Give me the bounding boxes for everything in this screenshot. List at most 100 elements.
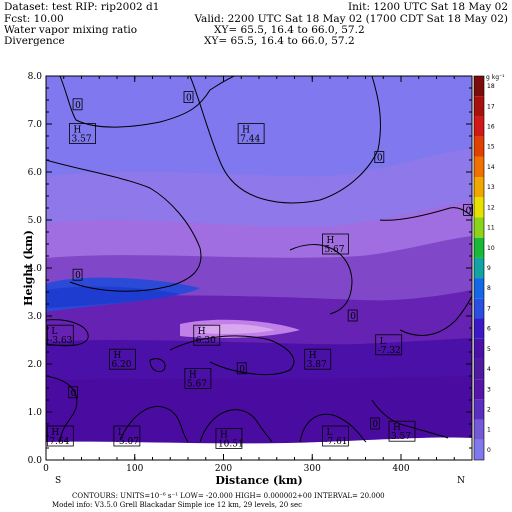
zero-label-box (236, 362, 247, 375)
contour-line-2 (189, 76, 381, 204)
y-axis-title: Height (km) (22, 230, 35, 306)
extremum-H-2: H5.67 (322, 233, 349, 255)
contour-line-3 (46, 159, 202, 292)
extremum-kind: L (51, 327, 57, 337)
zero-label-text: 0 (372, 420, 378, 430)
contour-line-10 (119, 405, 189, 443)
extrema-annotations: H3.57H7.44H5.67L-3.63H6.30H6.20H5.67H3.8… (46, 123, 416, 449)
colorbar-unit: g kg⁻¹ (486, 74, 505, 81)
extremum-value: 6.30 (196, 336, 216, 346)
extremum-H-5: H6.20 (109, 348, 136, 370)
colorbar-swatch-5 (474, 338, 484, 359)
field-name-contoured: Divergence (4, 35, 65, 47)
colorbar-swatch-9 (474, 257, 484, 279)
zero-label-box (68, 386, 79, 399)
zero-label-1: 0 (183, 91, 194, 104)
extremum-value: 3.57 (72, 135, 92, 145)
colorbar-label-17: 17 (487, 103, 495, 110)
colorbar-label-8: 8 (487, 285, 491, 292)
extremum-kind: H (309, 351, 317, 361)
colorbar-label-13: 13 (487, 184, 495, 191)
extremum-kind: H (326, 236, 334, 246)
zero-label-3: 0 (463, 203, 473, 216)
zero-label-box (463, 203, 473, 216)
extremum-box (375, 334, 403, 356)
contour-line-13 (371, 399, 449, 439)
colorbar-label-4: 4 (487, 366, 491, 373)
extremum-box (215, 427, 243, 449)
colorbar-label-15: 15 (487, 144, 495, 151)
terrain-mask (46, 437, 472, 460)
extremum-kind: L (380, 337, 386, 347)
extremum-value: 7.64 (49, 437, 69, 447)
extremum-value: 10.51 (218, 439, 244, 449)
zero-label-4: 0 (72, 268, 83, 281)
colorbar-swatch-18 (474, 76, 484, 97)
colorbar-swatch-6 (474, 318, 484, 339)
extremum-kind: H (51, 428, 59, 438)
x-axis-title: Distance (km) (215, 474, 302, 487)
extremum-kind: H (393, 423, 401, 433)
colorbar-swatch-2 (474, 399, 484, 420)
extremum-kind: H (198, 327, 206, 337)
cross-section-endpoints-1: XY= 65.5, 16.4 to 66.0, 57.2 (214, 24, 365, 36)
colorbar-swatch-7 (474, 298, 484, 319)
extremum-box (113, 425, 141, 447)
zero-label-box (72, 98, 83, 111)
extremum-L-8: L-7.32 (375, 334, 403, 356)
colorbar-label-5: 5 (487, 346, 491, 353)
y-tick-label-7: 7.0 (28, 120, 43, 130)
colorbar-swatch-10 (474, 237, 484, 258)
extremum-H-6: H5.67 (184, 367, 212, 389)
extremum-H-4: H6.30 (193, 324, 221, 346)
extremum-kind: H (220, 430, 228, 440)
extremum-box (193, 324, 221, 346)
colorbar-label-9: 9 (487, 265, 491, 272)
extremum-kind: H (189, 370, 197, 380)
y-tick-label-2: 2.0 (28, 360, 43, 370)
band-moist-core (46, 286, 180, 308)
contour-info: CONTOURS: UNITS=10⁻⁶ s⁻¹ LOW= -20.000 HI… (72, 492, 385, 500)
cross-section-endpoints-2: XY= 65.5, 16.4 to 66.0, 57.2 (204, 35, 355, 47)
extremum-box (388, 420, 416, 442)
contour-line-5 (289, 244, 353, 315)
contour-line-1 (59, 76, 235, 128)
extremum-value: 5.67 (187, 379, 207, 389)
field-name-shaded: Water vapor mixing ratio (4, 24, 137, 36)
colorbar-swatch-11 (474, 217, 484, 238)
extremum-box (69, 123, 96, 144)
colorbar-label-14: 14 (487, 164, 495, 171)
colorbar-label-6: 6 (487, 326, 491, 333)
extremum-value: -3.63 (49, 336, 72, 346)
zero-label-2: 0 (374, 151, 385, 164)
colorbar-swatch-12 (474, 197, 484, 218)
zero-label-text: 0 (377, 154, 383, 164)
colorbar-swatch-8 (474, 278, 484, 299)
extremum-box (322, 425, 349, 447)
forecast-hour: Fcst: 10.00 (4, 13, 64, 25)
extremum-H-13: H3.57 (388, 420, 416, 442)
extremum-box (322, 233, 349, 255)
north-end-label: N (457, 476, 465, 486)
x-tick-label-0: 0 (43, 464, 49, 474)
zero-label-box (183, 91, 194, 103)
extremum-H-7: H3.87 (304, 348, 332, 370)
colorbar-swatch-1 (474, 419, 484, 440)
contour-line-7 (169, 335, 295, 376)
colorbar-swatch-4 (474, 358, 484, 380)
zero-label-text: 0 (186, 94, 192, 104)
colorbar-label-2: 2 (487, 406, 491, 413)
colorbar-swatch-14 (474, 156, 484, 178)
y-tick-label-8: 8.0 (28, 72, 43, 82)
extremum-box (109, 348, 136, 370)
colorbar-swatch-16 (474, 116, 484, 137)
colorbar-label-16: 16 (487, 124, 495, 131)
zero-label-box (347, 309, 358, 322)
y-tick-label-5: 5.0 (28, 216, 43, 226)
extremum-kind: L (326, 428, 332, 438)
extremum-value: -7.32 (378, 346, 401, 356)
zero-label-text: 0 (239, 365, 245, 375)
